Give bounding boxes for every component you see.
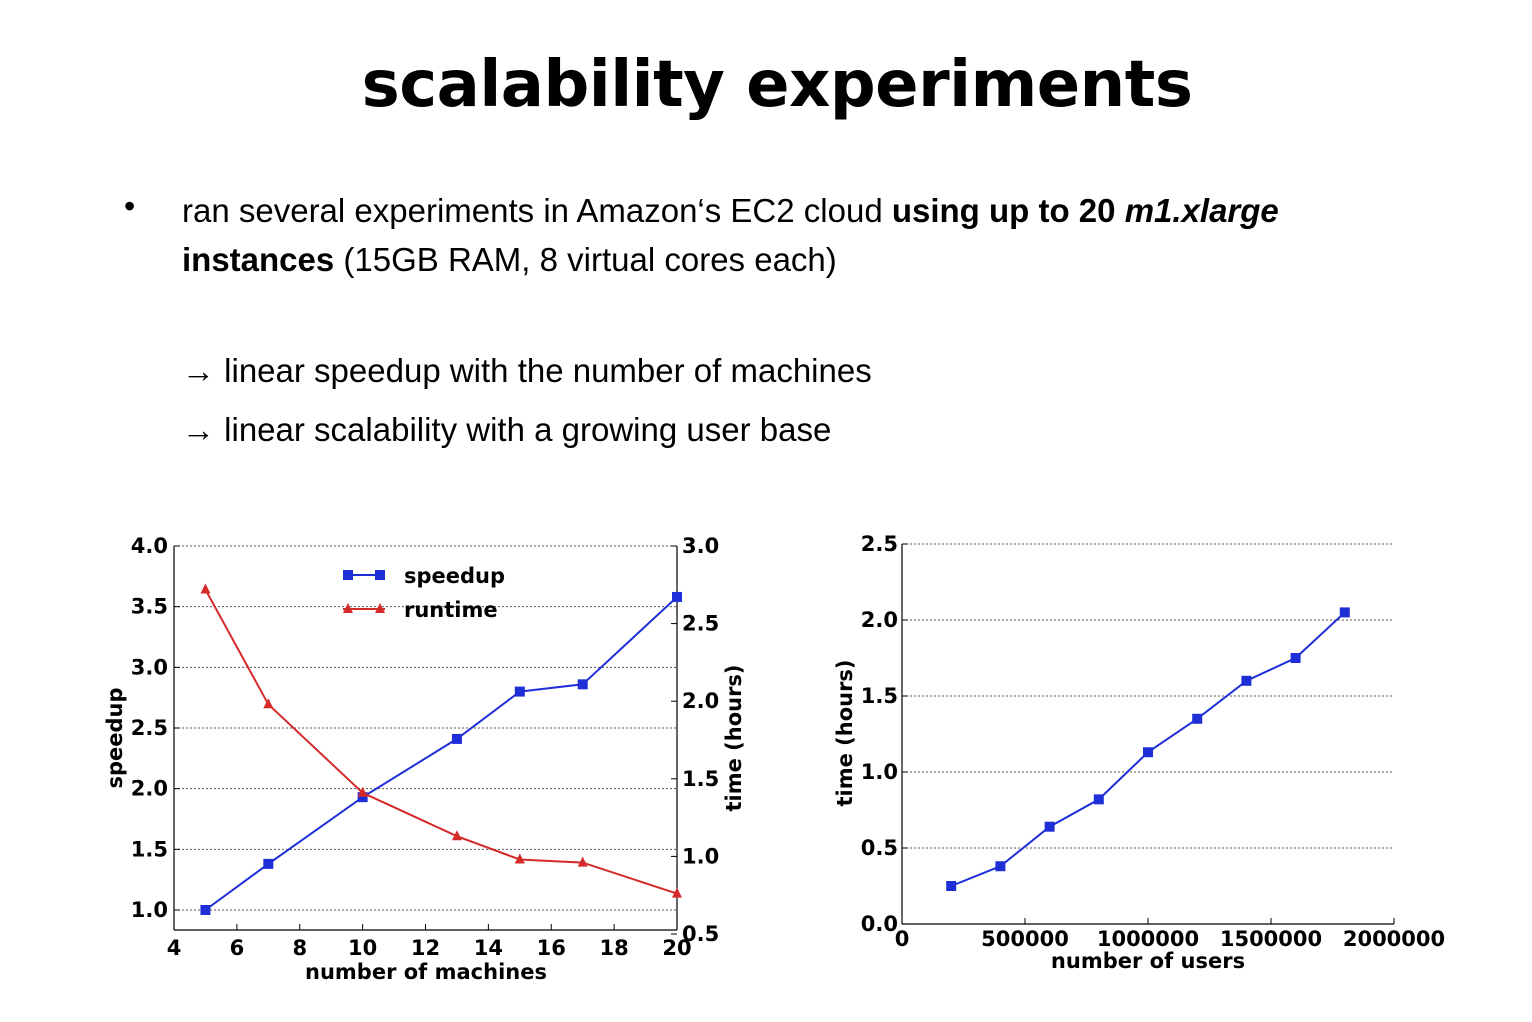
y-tick-label: 2.5 bbox=[131, 716, 168, 740]
data-point-speedup bbox=[514, 686, 525, 697]
data-point-runtime bbox=[672, 887, 682, 898]
data-point-time bbox=[1339, 607, 1350, 618]
x-tick-label-chart2: 0 bbox=[895, 927, 910, 951]
data-point-speedup bbox=[577, 679, 588, 690]
data-point-time bbox=[1192, 713, 1203, 724]
y-tick-label-chart2: 2.0 bbox=[861, 608, 898, 632]
x-tick-label-chart2: 1000000 bbox=[1097, 927, 1199, 951]
y2-tick-label: 3.0 bbox=[682, 534, 719, 558]
data-point-runtime bbox=[577, 856, 588, 867]
legend-marker-runtime bbox=[375, 603, 385, 613]
x-tick-label: 8 bbox=[292, 936, 307, 960]
data-point-time bbox=[946, 881, 957, 891]
y-tick-label-chart2: 0.5 bbox=[861, 836, 898, 860]
x-tick-label: 6 bbox=[230, 936, 245, 960]
x-tick-label: 12 bbox=[411, 936, 440, 960]
data-point-time bbox=[1044, 821, 1055, 832]
y2-tick-label: 2.0 bbox=[682, 689, 719, 713]
legend-marker-speedup bbox=[343, 570, 353, 580]
bullet-text-part-1: ran several experiments in Amazon‘s EC2 … bbox=[182, 192, 892, 229]
bullet-bold-italic-part: m1.xlarge bbox=[1124, 192, 1279, 229]
data-point-time bbox=[995, 861, 1006, 872]
x-tick-label: 20 bbox=[662, 936, 691, 960]
data-point-runtime bbox=[263, 698, 274, 709]
data-point-runtime bbox=[200, 583, 211, 594]
data-point-time bbox=[1093, 794, 1104, 805]
y2-tick-label: 2.5 bbox=[682, 612, 719, 636]
y2-tick-label: 1.5 bbox=[682, 767, 719, 791]
data-point-time bbox=[1290, 653, 1301, 663]
x-axis-label-chart2: number of users bbox=[1051, 949, 1245, 973]
series-line-runtime bbox=[204, 589, 678, 895]
bullet-bold-part-1: using up to 20 bbox=[891, 192, 1125, 229]
y-axis-label-chart2: time (hours) bbox=[833, 659, 857, 806]
data-point-runtime bbox=[451, 830, 462, 841]
data-point-speedup bbox=[357, 792, 368, 803]
legend-label-runtime: runtime bbox=[404, 598, 498, 622]
x-tick-label-chart2: 500000 bbox=[981, 927, 1069, 951]
y-tick-label: 1.5 bbox=[131, 837, 168, 861]
bullet-text: ran several experiments in Amazon‘s EC2 … bbox=[182, 186, 1412, 284]
y2-tick-label: 1.0 bbox=[682, 844, 719, 868]
x-tick-label: 14 bbox=[474, 936, 503, 960]
y-tick-label: 3.5 bbox=[131, 595, 168, 619]
y2-tick-label: 0.5 bbox=[682, 922, 719, 946]
data-point-speedup bbox=[672, 591, 682, 602]
y-tick-label-chart2: 1.5 bbox=[861, 684, 898, 708]
bullet-text-part-2: (15GB RAM, 8 virtual cores each) bbox=[334, 241, 837, 278]
y-tick-label: 1.0 bbox=[131, 898, 168, 922]
data-point-runtime bbox=[357, 786, 368, 797]
data-point-time bbox=[1241, 675, 1252, 686]
x-tick-label-chart2: 2000000 bbox=[1343, 927, 1445, 951]
legend-marker-speedup bbox=[375, 570, 385, 580]
series-line-speedup bbox=[204, 596, 678, 911]
legend-marker-runtime bbox=[343, 603, 353, 613]
y-tick-label-chart2: 1.0 bbox=[861, 760, 898, 784]
y-tick-label: 2.0 bbox=[131, 777, 168, 801]
data-point-runtime bbox=[514, 853, 525, 864]
data-point-time bbox=[1143, 747, 1153, 758]
y2-axis-label-chart1: time (hours) bbox=[722, 664, 746, 811]
arrow-point-speedup: → linear speedup with the number of mach… bbox=[182, 352, 872, 389]
y-axis-label-chart1: speedup bbox=[103, 687, 127, 788]
x-tick-label: 4 bbox=[167, 936, 182, 960]
x-tick-label: 18 bbox=[600, 936, 629, 960]
arrow-point-scalability: → linear scalability with a growing user… bbox=[182, 411, 832, 448]
bullet-marker: • bbox=[124, 188, 136, 224]
x-tick-label: 16 bbox=[537, 936, 566, 960]
y-tick-label-chart2: 2.5 bbox=[861, 532, 898, 556]
x-tick-label-chart2: 1500000 bbox=[1220, 927, 1322, 951]
y-tick-label: 3.0 bbox=[131, 655, 168, 679]
legend-label-speedup: speedup bbox=[404, 564, 505, 588]
slide-title: scalability experiments bbox=[361, 48, 1193, 122]
x-axis-label-chart1: number of machines bbox=[305, 960, 547, 984]
y-tick-label: 4.0 bbox=[131, 534, 168, 558]
data-point-speedup bbox=[200, 905, 211, 915]
data-point-speedup bbox=[451, 733, 462, 744]
data-point-speedup bbox=[263, 858, 274, 869]
y-tick-label-chart2: 0.0 bbox=[861, 912, 898, 936]
bullet-bold-part-2: instances bbox=[182, 241, 335, 278]
x-tick-label: 10 bbox=[348, 936, 377, 960]
